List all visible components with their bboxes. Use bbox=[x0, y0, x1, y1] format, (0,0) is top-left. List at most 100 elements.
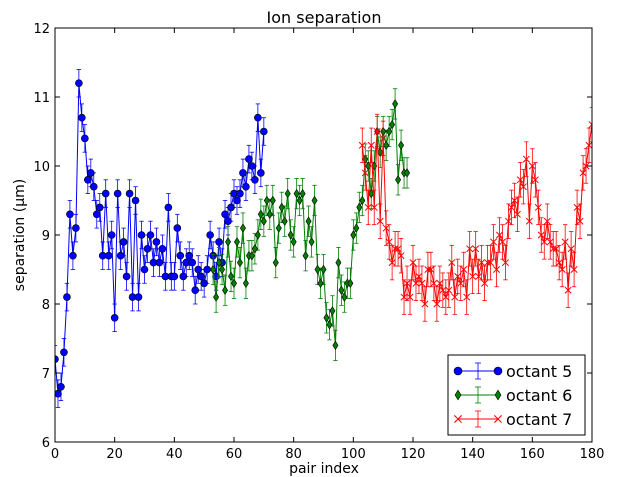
data-point bbox=[335, 257, 342, 268]
data-point bbox=[418, 279, 426, 287]
data-point bbox=[275, 223, 282, 233]
data-point bbox=[329, 306, 336, 316]
x-tick-label: 100 bbox=[341, 447, 366, 462]
data-point bbox=[549, 245, 557, 253]
data-point bbox=[311, 195, 318, 206]
series-line bbox=[212, 103, 408, 346]
data-point bbox=[373, 127, 381, 136]
data-point bbox=[284, 188, 291, 199]
data-point bbox=[185, 251, 194, 260]
data-point bbox=[281, 216, 288, 226]
data-point bbox=[582, 162, 590, 170]
data-point bbox=[386, 126, 393, 137]
data-point bbox=[531, 176, 539, 184]
y-tick-label: 7 bbox=[42, 367, 50, 382]
data-point bbox=[110, 313, 119, 322]
legend-label: octant 5 bbox=[506, 362, 572, 381]
data-point bbox=[293, 188, 300, 199]
data-point bbox=[191, 286, 200, 295]
data-point bbox=[113, 189, 122, 198]
data-point bbox=[376, 217, 384, 225]
data-point bbox=[445, 286, 453, 294]
data-point bbox=[320, 264, 327, 275]
data-point bbox=[496, 231, 504, 239]
data-point bbox=[404, 168, 411, 178]
data-point bbox=[513, 210, 521, 218]
data-point bbox=[89, 182, 98, 191]
data-point bbox=[579, 169, 587, 177]
data-point bbox=[234, 237, 240, 247]
legend-marker bbox=[493, 366, 503, 376]
data-point bbox=[215, 238, 223, 246]
series-3 bbox=[358, 106, 592, 322]
data-point bbox=[78, 113, 86, 122]
data-point bbox=[131, 196, 140, 205]
data-point bbox=[296, 195, 303, 206]
data-point bbox=[406, 293, 414, 301]
data-point bbox=[152, 238, 161, 246]
legend-item: octant 7 bbox=[454, 410, 572, 429]
data-point bbox=[236, 189, 244, 198]
data-point bbox=[308, 237, 315, 247]
data-point bbox=[361, 169, 369, 177]
data-point bbox=[69, 251, 77, 260]
data-point bbox=[72, 224, 80, 232]
data-point bbox=[107, 231, 116, 239]
data-point bbox=[558, 265, 566, 274]
data-point bbox=[504, 217, 512, 225]
data-point bbox=[412, 279, 420, 287]
data-point bbox=[170, 272, 179, 281]
data-point bbox=[451, 293, 459, 301]
data-point bbox=[522, 155, 530, 163]
data-point bbox=[257, 169, 265, 177]
data-point bbox=[257, 209, 264, 220]
legend-marker bbox=[453, 366, 463, 376]
data-point bbox=[389, 119, 396, 130]
data-point bbox=[101, 189, 110, 198]
data-point bbox=[254, 230, 261, 240]
data-point bbox=[501, 259, 509, 267]
data-point bbox=[219, 264, 226, 275]
data-point bbox=[197, 272, 205, 281]
data-point bbox=[269, 195, 276, 206]
data-point bbox=[122, 272, 131, 281]
data-point bbox=[260, 127, 268, 136]
plot-area bbox=[55, 69, 592, 408]
data-point bbox=[421, 300, 429, 308]
legend-label: octant 7 bbox=[506, 410, 572, 429]
data-point bbox=[573, 203, 581, 211]
data-point bbox=[239, 169, 247, 177]
legend-label: octant 6 bbox=[506, 386, 572, 405]
data-point bbox=[260, 216, 267, 226]
data-point bbox=[561, 238, 569, 246]
data-point bbox=[227, 203, 235, 212]
data-point bbox=[415, 272, 423, 280]
data-point bbox=[87, 169, 95, 177]
data-point bbox=[469, 272, 477, 280]
data-point bbox=[146, 231, 155, 239]
y-tick-label: 6 bbox=[42, 436, 50, 451]
y-axis-label: separation (μm) bbox=[12, 179, 28, 291]
data-point bbox=[359, 195, 366, 206]
x-tick-label: 60 bbox=[226, 447, 243, 462]
data-point bbox=[194, 265, 202, 274]
data-point bbox=[233, 196, 241, 205]
data-point bbox=[466, 245, 474, 253]
data-point bbox=[588, 121, 592, 129]
data-point bbox=[350, 230, 357, 240]
data-point bbox=[63, 293, 71, 301]
data-point bbox=[104, 251, 113, 260]
data-point bbox=[528, 162, 536, 170]
data-point bbox=[213, 292, 220, 302]
data-point bbox=[210, 264, 217, 275]
data-point bbox=[248, 250, 255, 261]
data-point bbox=[314, 264, 321, 275]
data-point bbox=[206, 231, 214, 239]
data-point bbox=[487, 259, 495, 267]
data-point bbox=[463, 293, 471, 301]
data-point bbox=[454, 272, 462, 280]
plot-data bbox=[55, 69, 592, 408]
data-point bbox=[228, 271, 234, 282]
data-point bbox=[353, 223, 360, 233]
data-point bbox=[382, 224, 390, 232]
